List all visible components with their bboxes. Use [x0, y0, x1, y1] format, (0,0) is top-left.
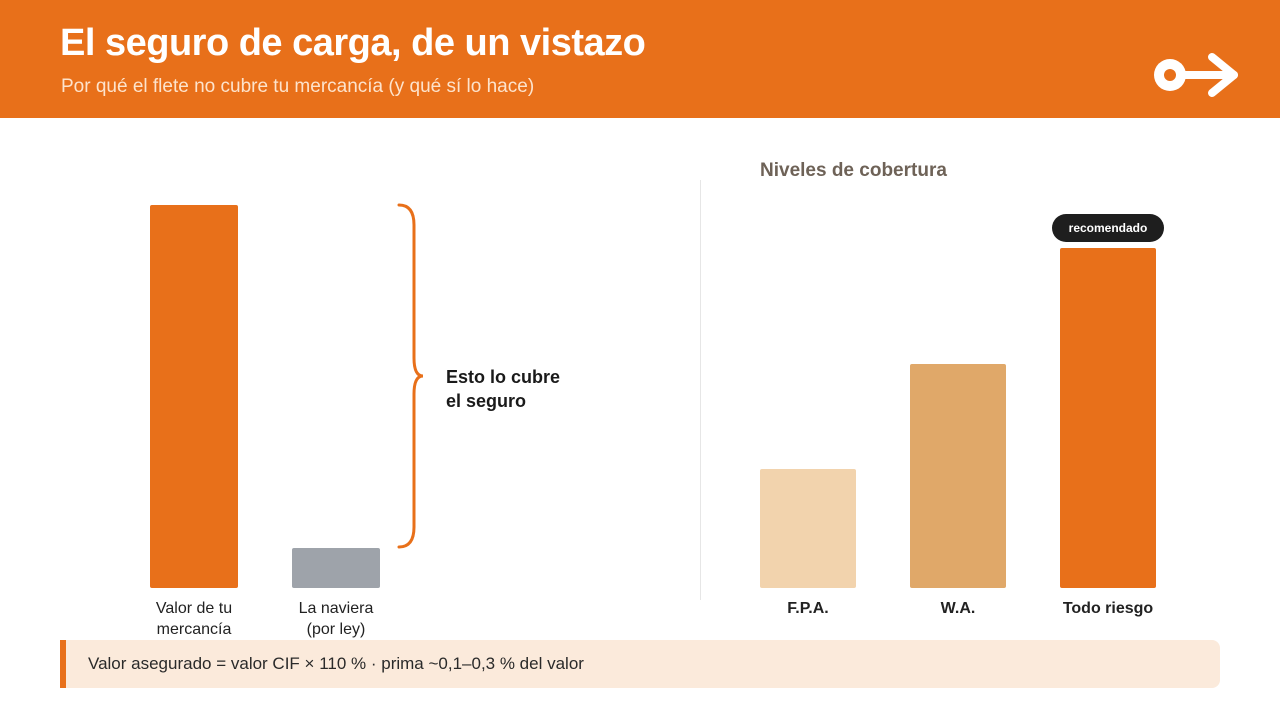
section-divider: [700, 180, 701, 600]
coverage-chart-title: Niveles de cobertura: [760, 160, 947, 181]
coverage-bar-1: [910, 364, 1006, 588]
gap-bar-1: [292, 548, 380, 588]
bracket-annotation: Esto lo cubre el seguro: [446, 367, 561, 411]
coverage-bar-0: [760, 469, 856, 588]
key-arrow-icon: [1154, 53, 1238, 97]
coverage-bracket: [397, 203, 424, 549]
gap-bar-label-0: Valor de tu mercancía: [155, 600, 233, 638]
recommended-badge: recomendado: [1052, 214, 1164, 242]
header-banner: El seguro de carga, de un vistazo Por qu…: [0, 0, 1280, 118]
coverage-bar-2: [1060, 248, 1156, 588]
gap-bar-label-1: La naviera (por ley): [298, 600, 374, 638]
coverage-bar-label-2: Todo riesgo: [1062, 600, 1154, 617]
gap-bar-0: [150, 205, 238, 588]
footnote-box: Valor asegurado = valor CIF × 110 % · pr…: [60, 640, 1220, 688]
footnote-accent-bar: [60, 640, 66, 688]
footnote-text: Valor asegurado = valor CIF × 110 % · pr…: [88, 654, 584, 673]
coverage-bar-label-0: F.P.A.: [787, 600, 829, 617]
coverage-bar-label-1: W.A.: [940, 600, 976, 617]
page-subtitle: Por qué el flete no cubre tu mercancía (…: [61, 76, 535, 97]
page-title: El seguro de carga, de un vistazo: [60, 22, 646, 64]
